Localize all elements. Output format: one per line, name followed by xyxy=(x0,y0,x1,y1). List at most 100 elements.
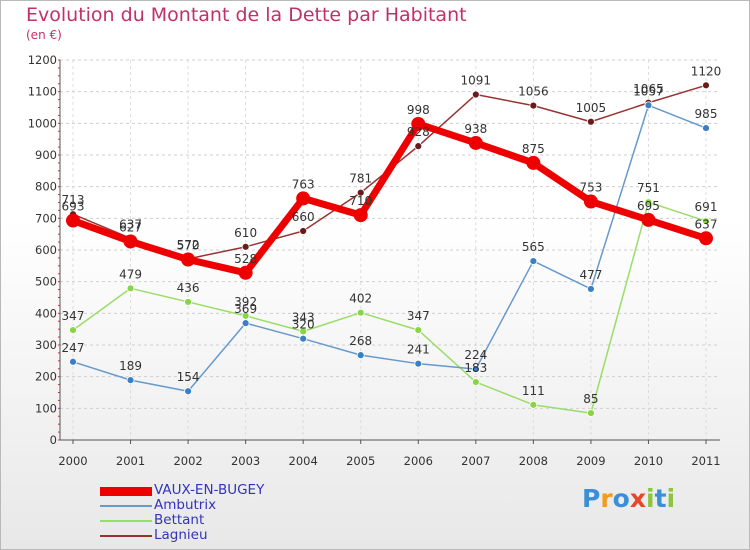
legend-swatch-ambutrix xyxy=(100,505,152,507)
legend-label-lagnieu: Lagnieu xyxy=(154,527,208,543)
data-point-ambutrix xyxy=(702,124,710,132)
legend-swatch-lagnieu xyxy=(100,535,152,537)
data-point-bettant xyxy=(414,326,423,335)
data-label-vaux-en-bugey: 938 xyxy=(464,122,487,136)
data-label-vaux-en-bugey: 710 xyxy=(349,194,372,208)
data-point-bettant xyxy=(529,400,538,409)
data-point-vaux-en-bugey xyxy=(296,191,311,206)
data-point-vaux-en-bugey xyxy=(181,252,196,267)
data-point-lagnieu xyxy=(356,188,365,197)
data-label-bettant: 402 xyxy=(349,292,372,306)
legend-item-ambutrix: Ambutrix xyxy=(100,497,340,513)
data-point-lagnieu xyxy=(587,117,595,126)
series-line-ambutrix xyxy=(72,104,707,392)
data-point-vaux-en-bugey xyxy=(353,208,368,223)
data-label-lagnieu: 781 xyxy=(349,172,372,186)
x-tick-label: 2002 xyxy=(173,454,202,468)
series-line-vaux-en-bugey xyxy=(71,120,708,277)
proxiti-logo: Proxiti xyxy=(582,484,675,513)
data-label-ambutrix: 154 xyxy=(177,370,200,384)
data-label-vaux-en-bugey: 753 xyxy=(579,181,602,195)
y-tick-label: 200 xyxy=(35,370,57,384)
data-label-lagnieu: 713 xyxy=(62,193,85,207)
data-label-bettant: 343 xyxy=(292,310,315,324)
chart-title: Evolution du Montant de la Dette par Hab… xyxy=(26,4,467,26)
legend-swatch-bettant xyxy=(100,520,152,522)
data-label-bettant: 392 xyxy=(234,295,257,309)
x-tick-label: 2004 xyxy=(289,454,318,468)
data-label-bettant: 111 xyxy=(522,384,545,398)
data-label-vaux-en-bugey: 570 xyxy=(177,239,200,253)
data-label-ambutrix: 477 xyxy=(579,268,602,282)
y-tick-label: 100 xyxy=(35,401,57,415)
data-label-ambutrix: 241 xyxy=(407,343,430,357)
data-point-bettant xyxy=(69,326,77,335)
legend: VAUX-EN-BUGEY Ambutrix Bettant Lagnieu xyxy=(100,482,340,543)
data-point-bettant xyxy=(356,308,365,317)
data-point-ambutrix xyxy=(529,257,538,265)
data-point-vaux-en-bugey xyxy=(526,155,541,170)
logo-letter: P xyxy=(582,484,601,513)
data-label-ambutrix: 268 xyxy=(349,334,372,348)
x-tick-label: 2008 xyxy=(519,454,548,468)
data-point-vaux-en-bugey xyxy=(123,234,138,249)
logo-letter: t xyxy=(654,484,667,513)
data-label-ambutrix: 985 xyxy=(695,107,718,121)
y-tick-label: 300 xyxy=(35,338,57,352)
data-point-ambutrix xyxy=(587,285,595,293)
data-point-ambutrix xyxy=(126,376,135,385)
data-point-ambutrix xyxy=(299,334,308,343)
data-label-bettant: 479 xyxy=(119,267,142,281)
data-label-bettant: 347 xyxy=(62,309,85,323)
data-point-ambutrix xyxy=(644,101,653,110)
x-tick-label: 2003 xyxy=(231,454,260,468)
legend-label-vaux-en-bugey: VAUX-EN-BUGEY xyxy=(154,482,265,498)
data-label-ambutrix: 247 xyxy=(62,341,85,355)
data-label-bettant: 347 xyxy=(407,309,430,323)
y-tick-label: 1000 xyxy=(28,116,57,130)
series-line-bettant xyxy=(72,201,707,414)
data-point-bettant xyxy=(587,409,595,417)
data-point-vaux-en-bugey xyxy=(699,231,713,246)
x-tick-label: 2007 xyxy=(461,454,490,468)
data-point-lagnieu xyxy=(529,101,538,110)
data-point-lagnieu xyxy=(241,242,250,251)
legend-label-bettant: Bettant xyxy=(154,512,205,528)
data-point-ambutrix xyxy=(69,357,77,366)
data-label-bettant: 691 xyxy=(695,200,718,214)
logo-letter: i xyxy=(646,484,655,513)
legend-item-lagnieu: Lagnieu xyxy=(100,527,340,543)
y-tick-label: 1100 xyxy=(28,85,57,99)
data-label-vaux-en-bugey: 875 xyxy=(522,142,545,156)
logo-letter: x xyxy=(629,484,646,513)
data-label-lagnieu: 572 xyxy=(177,238,200,252)
data-point-vaux-en-bugey xyxy=(238,265,253,280)
data-point-ambutrix xyxy=(184,387,192,396)
data-label-ambutrix: 369 xyxy=(234,302,257,316)
data-label-lagnieu: 1120 xyxy=(691,64,722,78)
logo-letter: i xyxy=(666,484,676,513)
data-point-bettant xyxy=(126,284,135,293)
data-label-ambutrix: 1057 xyxy=(633,84,664,98)
y-tick-label: 700 xyxy=(35,211,57,225)
data-point-bettant xyxy=(702,217,710,226)
data-label-lagnieu: 1065 xyxy=(633,82,664,96)
data-label-lagnieu: 637 xyxy=(119,217,142,231)
y-tick-label: 800 xyxy=(35,180,57,194)
data-point-lagnieu xyxy=(414,142,423,151)
data-label-vaux-en-bugey: 763 xyxy=(292,177,315,191)
y-tick-label: 500 xyxy=(35,275,57,289)
data-point-bettant xyxy=(471,378,480,386)
data-label-vaux-en-bugey: 627 xyxy=(119,220,142,234)
data-point-vaux-en-bugey xyxy=(583,194,598,209)
data-label-lagnieu: 660 xyxy=(292,210,315,224)
data-point-vaux-en-bugey xyxy=(411,116,426,131)
data-point-lagnieu xyxy=(702,81,710,90)
data-label-lagnieu: 928 xyxy=(407,125,430,139)
data-point-ambutrix xyxy=(356,351,365,360)
data-point-bettant xyxy=(184,298,192,306)
x-tick-label: 2000 xyxy=(58,454,87,468)
x-tick-label: 2001 xyxy=(116,454,145,468)
data-label-ambutrix: 224 xyxy=(464,348,487,362)
data-label-vaux-en-bugey: 637 xyxy=(695,217,718,231)
